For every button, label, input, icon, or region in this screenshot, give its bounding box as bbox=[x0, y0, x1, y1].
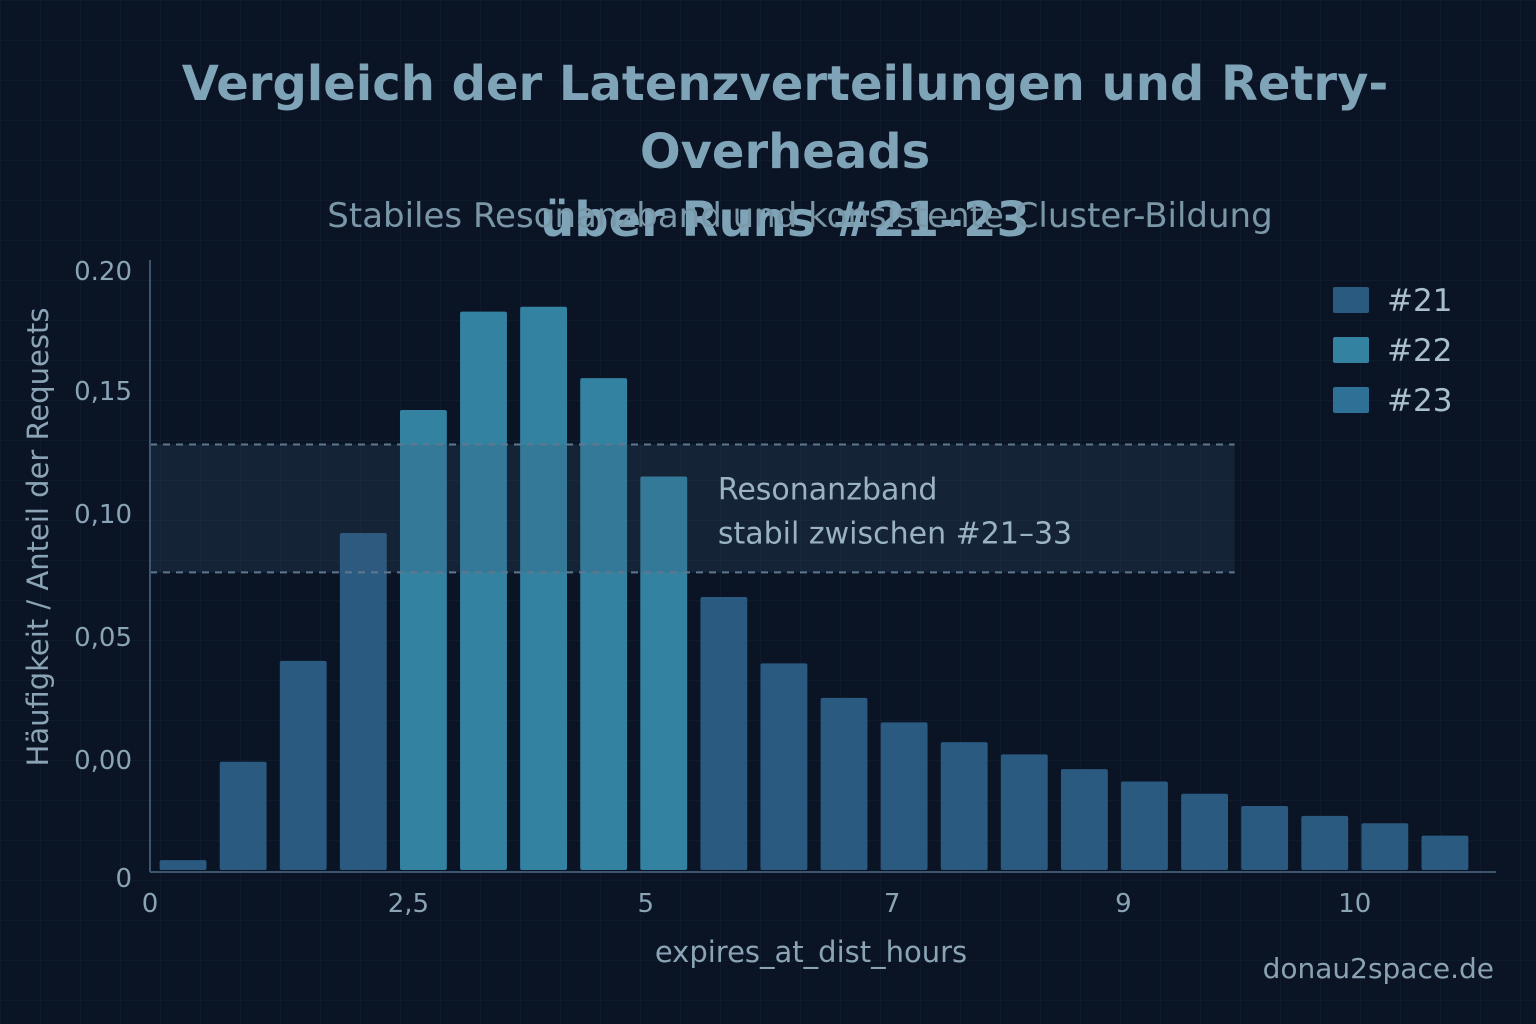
y-axis-label: Häufigkeit / Anteil der Requests bbox=[21, 308, 55, 767]
legend-label-21[interactable]: #21 bbox=[1387, 283, 1452, 319]
bar-13 bbox=[940, 742, 988, 870]
bar-3 bbox=[339, 533, 387, 870]
chart-title-line-2: über Runs #21–23 bbox=[540, 192, 1030, 248]
bar-12 bbox=[880, 722, 928, 870]
axes-layer: 0 0,00 0,05 0,10 0,15 0.20 0 2,5 5 7 9 10 expires_at… bbox=[21, 257, 1496, 969]
chart-title-line-1: Vergleich der Latenzverteilungen und Ret… bbox=[181, 56, 1389, 180]
y-tick-label-2: 0,05 bbox=[74, 623, 132, 653]
y-tick-label-5: 0.20 bbox=[74, 257, 132, 287]
bar-18 bbox=[1241, 806, 1289, 870]
band-label-line-2: stabil zwischen #21–33 bbox=[718, 516, 1072, 551]
y-tick-label-3: 0,10 bbox=[74, 500, 132, 530]
legend-label-23[interactable]: #23 bbox=[1387, 383, 1452, 419]
x-tick-label-3: 7 bbox=[884, 889, 901, 919]
chart-title: Vergleich der Latenzverteilungen und Ret… bbox=[140, 50, 1430, 254]
bar-16 bbox=[1121, 781, 1168, 870]
legend-swatch-23[interactable] bbox=[1333, 387, 1369, 413]
bar-1 bbox=[219, 761, 267, 870]
bar-4 bbox=[399, 410, 447, 870]
band-label-line-1: Resonanzband bbox=[718, 472, 938, 507]
x-tick-label-4: 9 bbox=[1115, 889, 1132, 919]
resonance-band bbox=[150, 444, 1235, 573]
bar-2 bbox=[279, 660, 327, 870]
bar-11 bbox=[820, 697, 868, 870]
legend[interactable]: #21 #22 #23 bbox=[1333, 283, 1452, 419]
bar-7 bbox=[580, 378, 628, 870]
y-tick-label-1: 0,00 bbox=[74, 746, 132, 776]
bar-0 bbox=[159, 860, 207, 870]
bar-15 bbox=[1060, 769, 1108, 870]
bar-14 bbox=[1000, 754, 1048, 870]
x-tick-label-2: 5 bbox=[637, 889, 654, 919]
bar-9 bbox=[700, 596, 748, 870]
watermark: donau2space.de bbox=[1262, 952, 1494, 985]
bar-8 bbox=[640, 476, 688, 870]
x-axis-label: expires_at_dist_hours bbox=[655, 935, 967, 969]
bar-20 bbox=[1361, 823, 1409, 870]
y-tick-label-4: 0,15 bbox=[74, 377, 132, 407]
x-tick-label-0: 0 bbox=[142, 889, 159, 919]
bars-layer bbox=[159, 306, 1469, 871]
x-tick-label-1: 2,5 bbox=[388, 889, 429, 919]
legend-swatch-22[interactable] bbox=[1333, 337, 1369, 363]
x-tick-label-5: 10 bbox=[1338, 889, 1371, 919]
bar-19 bbox=[1301, 815, 1349, 870]
bar-17 bbox=[1181, 793, 1229, 870]
bar-6 bbox=[520, 306, 568, 870]
resonance-band-layer: Resonanzband stabil zwischen #21–33 bbox=[150, 443, 1235, 574]
bar-5 bbox=[460, 311, 507, 871]
bar-21 bbox=[1421, 835, 1469, 870]
legend-swatch-21[interactable] bbox=[1333, 287, 1369, 313]
chart-subtitle: Stabiles Resonanzband und konsistente Cl… bbox=[327, 196, 1273, 236]
bar-10 bbox=[760, 663, 808, 870]
y-tick-label-0: 0 bbox=[115, 864, 132, 894]
legend-label-22[interactable]: #22 bbox=[1387, 333, 1452, 369]
